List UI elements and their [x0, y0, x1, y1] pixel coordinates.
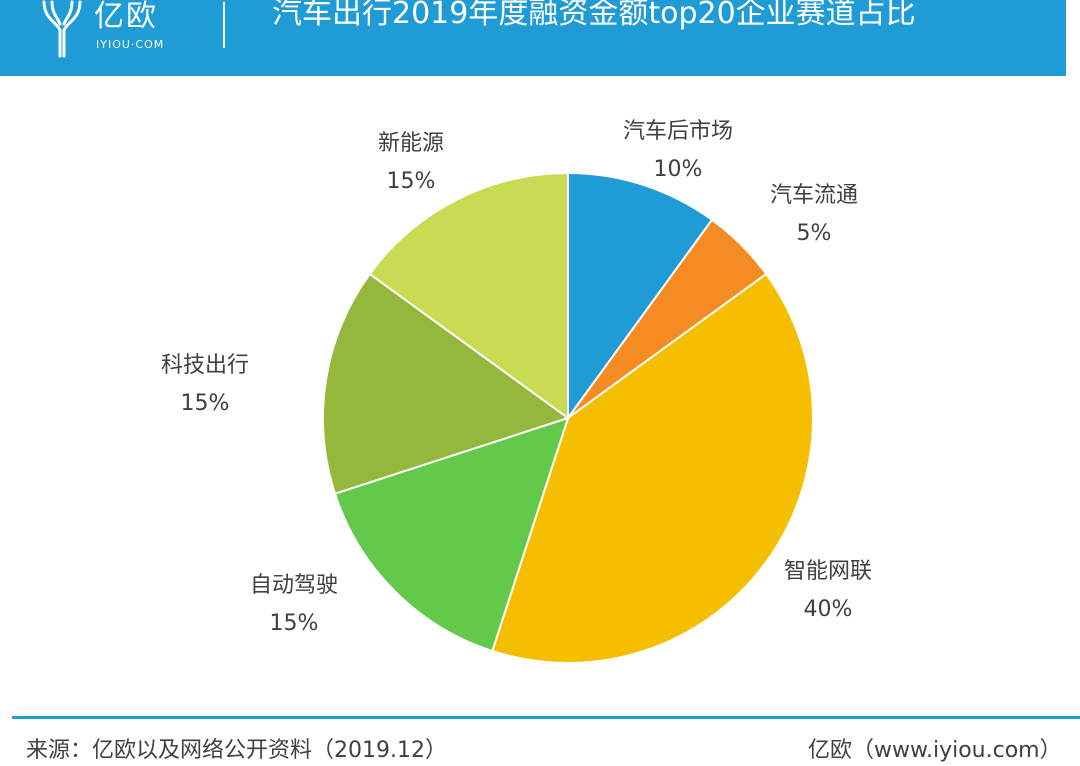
pie-labels: 汽车后市场 10% 汽车流通 5% 智能网联 40% 自动驾驶 15% 科技出行 15% 新能源 15…	[161, 119, 872, 636]
logo-text-cn: 亿欧	[94, 0, 158, 34]
slice-label: 科技出行	[161, 353, 249, 378]
source-note: 来源：亿欧以及网络公开资料（2019.12）	[26, 738, 447, 763]
pie-slice	[321, 272, 571, 495]
slice-percent: 15%	[387, 169, 436, 194]
logo-text-en: IYIOU·COM	[96, 38, 165, 51]
slice-percent: 15%	[270, 611, 319, 636]
pie-slices	[321, 171, 815, 665]
logo: 亿欧 IYIOU·COM	[38, 0, 228, 60]
pie-slice	[491, 272, 815, 665]
header-divider	[223, 2, 225, 48]
slice-percent: 10%	[654, 157, 703, 182]
pie-slice	[368, 171, 569, 420]
slice-label: 自动驾驶	[250, 573, 338, 598]
pie-slice	[567, 171, 714, 422]
slice-label: 智能网联	[784, 559, 872, 584]
footer-divider	[12, 716, 1080, 719]
slice-percent: 15%	[181, 391, 230, 416]
slice-percent: 5%	[797, 221, 832, 246]
page-title: 汽车出行2019年度融资金额top20企业赛道占比	[272, 0, 916, 31]
pie-slice	[333, 416, 570, 653]
slice-label: 汽车流通	[770, 183, 858, 208]
slice-percent: 40%	[804, 597, 853, 622]
logo-mark-icon	[42, 0, 82, 58]
footer-brand: 亿欧（www.iyiou.com）	[808, 738, 1062, 763]
header-bar: 亿欧 IYIOU·COM 汽车出行2019年度融资金额top20企业赛道占比	[0, 0, 1066, 76]
slice-label: 新能源	[378, 131, 444, 156]
slice-label: 汽车后市场	[623, 119, 733, 144]
